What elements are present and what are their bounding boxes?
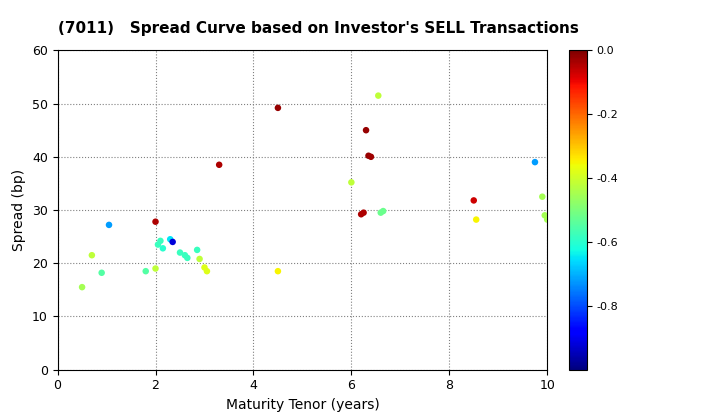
Text: (7011)   Spread Curve based on Investor's SELL Transactions: (7011) Spread Curve based on Investor's … (58, 21, 578, 36)
Point (179, 252, 191, 259)
Point (192, 247, 203, 253)
Point (103, 221, 114, 228)
Point (140, 268, 151, 275)
Point (377, 208, 389, 215)
Point (155, 237, 166, 244)
Point (201, 268, 212, 275)
Point (164, 236, 176, 243)
Point (365, 153, 377, 160)
Point (470, 216, 482, 223)
Point (76, 284, 88, 291)
Point (529, 159, 541, 165)
Point (213, 161, 225, 168)
Point (150, 218, 161, 225)
Point (536, 193, 548, 200)
Point (372, 92, 384, 99)
Point (96, 269, 107, 276)
Point (194, 256, 205, 262)
Point (346, 179, 357, 186)
Point (86, 252, 98, 259)
Point (363, 152, 374, 159)
Point (272, 105, 284, 111)
Point (199, 264, 210, 271)
Point (358, 209, 369, 216)
Point (356, 211, 367, 218)
X-axis label: Maturity Tenor (years): Maturity Tenor (years) (225, 398, 379, 412)
Point (539, 212, 551, 219)
Point (174, 249, 186, 256)
Point (152, 241, 163, 248)
Point (468, 197, 480, 204)
Y-axis label: Spread (bp): Spread (bp) (12, 169, 27, 251)
Point (272, 268, 284, 275)
Point (167, 239, 179, 245)
Point (157, 245, 168, 252)
Point (150, 265, 161, 272)
Point (181, 255, 193, 261)
Point (375, 209, 387, 216)
Point (360, 127, 372, 134)
Point (541, 216, 553, 223)
